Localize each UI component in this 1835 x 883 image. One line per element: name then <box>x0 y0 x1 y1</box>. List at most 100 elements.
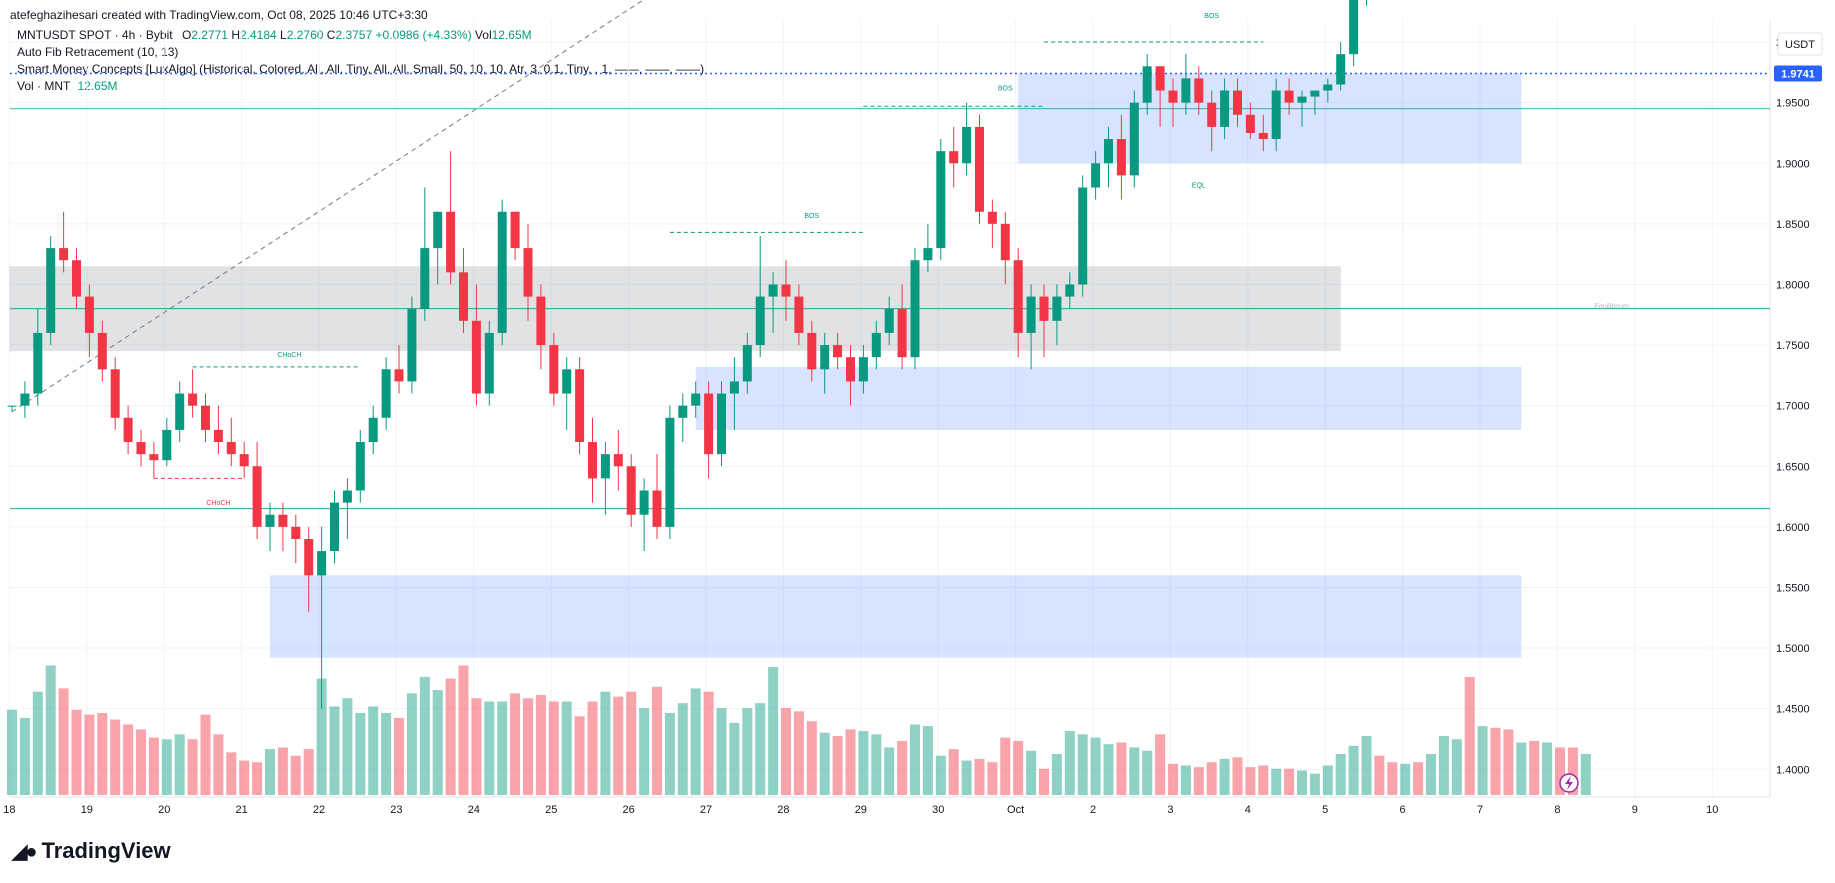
volume-bar <box>239 760 250 795</box>
candle-body <box>820 345 830 370</box>
candle <box>1366 0 1367 6</box>
candles <box>7 0 1367 709</box>
volume-bar <box>639 708 650 795</box>
candle <box>536 284 546 370</box>
price-tick: 1.9500 <box>1776 98 1810 110</box>
price-tick: 1.7000 <box>1776 401 1810 413</box>
candle <box>446 151 456 285</box>
high-value: 2.4184 <box>240 28 277 42</box>
volume-bar <box>1348 745 1359 795</box>
time-tick: 27 <box>700 804 712 816</box>
candle <box>1284 78 1294 115</box>
candle-body <box>1142 66 1152 103</box>
candle <box>136 429 146 467</box>
candle <box>1129 90 1139 188</box>
volume-bars <box>7 665 1591 795</box>
volume-bar <box>922 726 933 795</box>
volume-bar <box>1335 754 1346 795</box>
candle-body <box>962 126 972 164</box>
candle-body <box>368 417 378 443</box>
candle-body <box>162 429 172 461</box>
volume-bar <box>1103 744 1114 795</box>
volume-bar <box>316 678 327 795</box>
volume-bar <box>1516 742 1527 795</box>
candle <box>188 369 198 418</box>
candle-body <box>1284 90 1294 103</box>
candle-body <box>407 308 417 382</box>
candle <box>704 381 714 479</box>
candle <box>1220 78 1230 140</box>
candle-body <box>1129 102 1139 176</box>
volume-bar <box>1555 747 1565 795</box>
volume-bar <box>19 717 30 795</box>
time-tick: 8 <box>1554 804 1560 816</box>
volume-bar <box>1155 734 1166 795</box>
candle-body <box>626 466 636 515</box>
volume-bar <box>948 749 959 795</box>
volume-bar <box>858 731 869 795</box>
volume-bar <box>471 698 482 795</box>
volume-bar <box>961 760 972 795</box>
symbol-title[interactable]: MNTUSDT SPOT · 4h · Bybit <box>17 28 173 42</box>
tradingview-logo[interactable]: ◢● TradingView <box>12 838 171 864</box>
candle <box>1168 78 1178 127</box>
structure-label: EQL <box>1192 183 1206 190</box>
volume-bar <box>1258 765 1269 795</box>
candle <box>394 345 404 394</box>
volume-bar <box>897 740 908 795</box>
candle-body <box>742 345 752 382</box>
volume-indicator-legend[interactable]: Vol · MNT 12.65M <box>17 79 118 93</box>
candle <box>149 442 159 479</box>
candle-body <box>717 393 726 455</box>
candle-body <box>1310 90 1320 97</box>
volume-bar <box>987 762 998 795</box>
volume-bar <box>574 716 585 795</box>
candle <box>1336 42 1346 91</box>
structure-label: Equilibrium <box>1594 304 1629 311</box>
volume-bar <box>497 701 508 795</box>
candle-body <box>72 260 81 297</box>
candle <box>833 332 843 370</box>
candle <box>201 393 210 443</box>
candle-body <box>1220 90 1230 127</box>
volume-bar <box>252 762 263 795</box>
candle <box>20 381 30 418</box>
open-value: 2.2771 <box>191 28 228 42</box>
candle <box>626 454 636 527</box>
candle-body <box>1297 96 1307 103</box>
volume-bar <box>1129 747 1140 795</box>
candle <box>1078 175 1088 297</box>
symbol-legend[interactable]: MNTUSDT SPOT · 4h · Bybit O2.2771 H2.418… <box>17 28 532 42</box>
candle <box>7 405 17 412</box>
candle <box>407 296 417 394</box>
price-tick: 1.5000 <box>1776 643 1810 655</box>
volume-bar <box>84 714 95 795</box>
fib-indicator-legend[interactable]: Auto Fib Retracement (10, 13) <box>17 45 179 59</box>
volume-bar <box>394 717 404 795</box>
candle <box>497 199 507 346</box>
candle <box>175 381 185 443</box>
candle-body <box>575 369 585 443</box>
candle-body <box>755 296 765 346</box>
candle <box>768 272 778 333</box>
time-tick: 5 <box>1322 804 1328 816</box>
structure-label: BOS <box>998 86 1013 93</box>
candle <box>123 405 133 455</box>
candle-body <box>394 369 404 382</box>
candle-body <box>910 260 920 358</box>
candle-body <box>652 490 662 527</box>
candle <box>459 248 468 333</box>
low-value: 2.2760 <box>286 28 324 42</box>
candle-body <box>846 357 855 382</box>
candle <box>691 381 701 418</box>
candle-body <box>1323 84 1333 91</box>
volume-bar <box>1374 755 1385 795</box>
volume-bar <box>342 698 353 795</box>
candle <box>304 526 314 612</box>
candle-body <box>781 284 791 297</box>
volume-bar <box>523 698 533 795</box>
candle-body <box>1039 296 1049 321</box>
candle-body <box>987 211 997 224</box>
time-tick: 29 <box>855 804 867 816</box>
